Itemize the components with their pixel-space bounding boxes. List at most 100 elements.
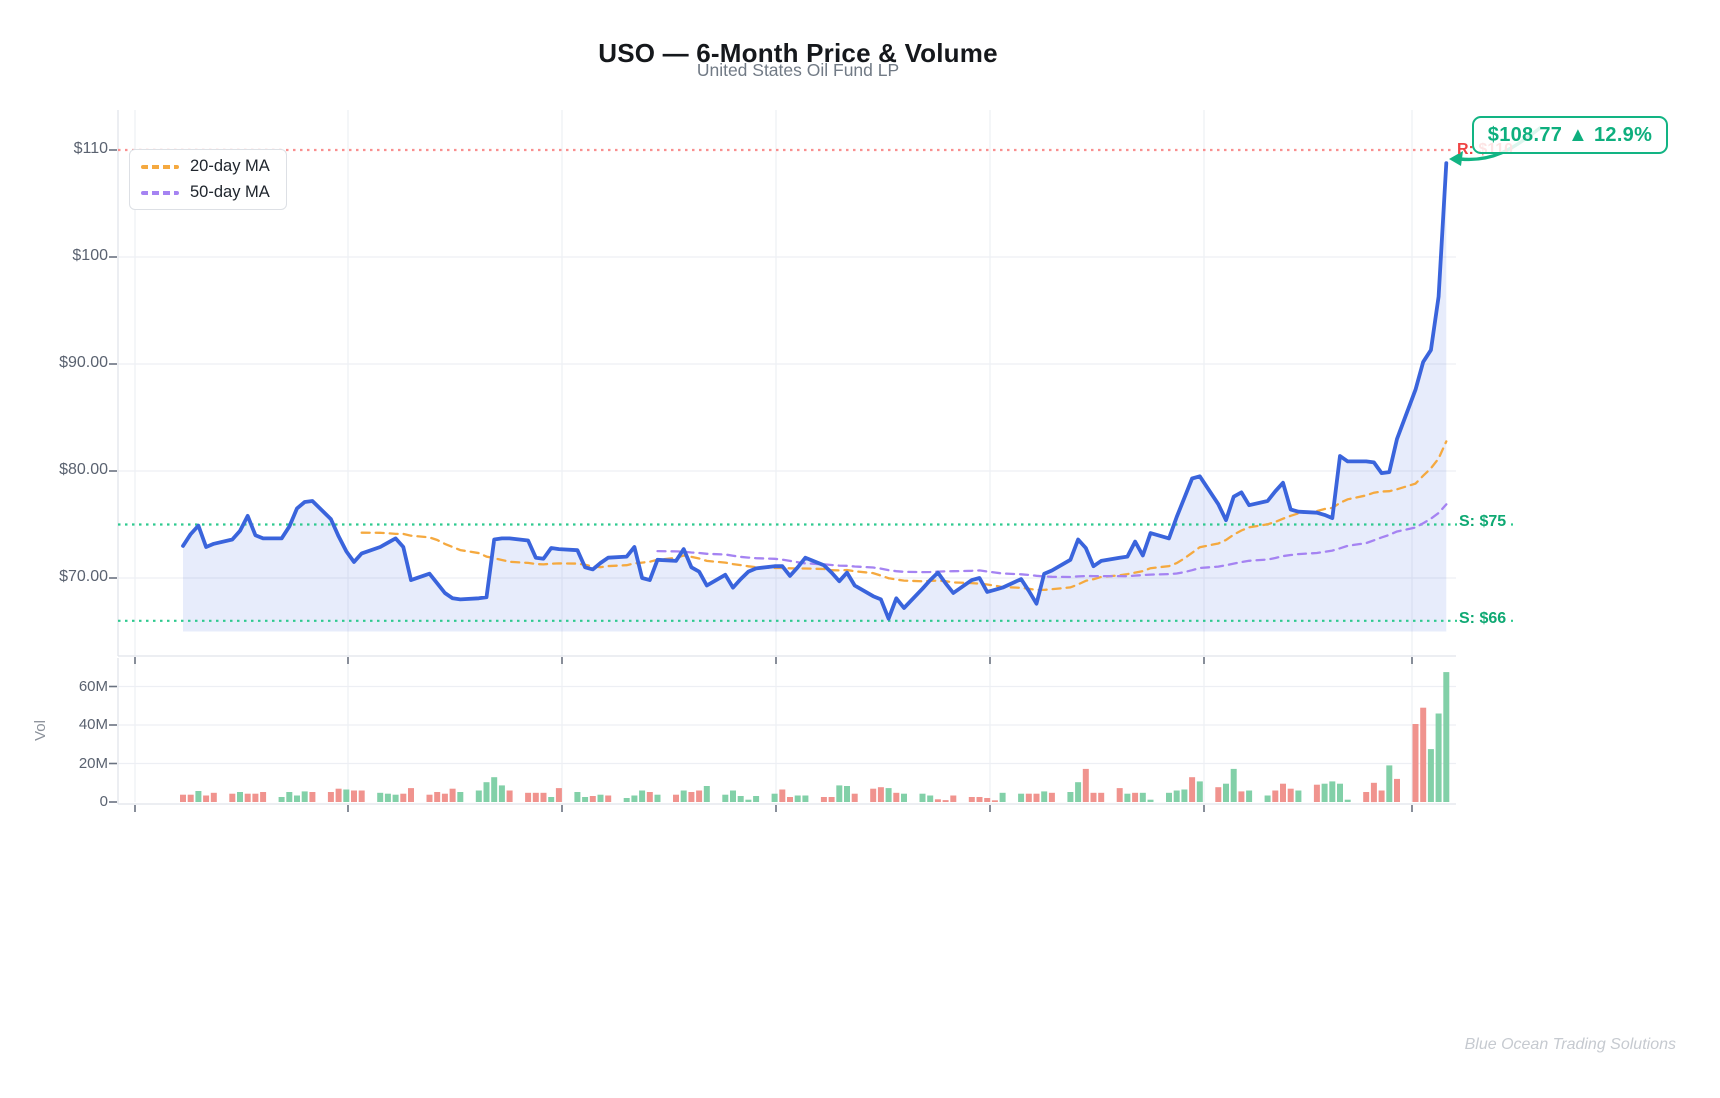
volume-bar bbox=[673, 794, 679, 802]
volume-bar bbox=[244, 793, 251, 802]
volume-bar bbox=[180, 794, 186, 802]
volume-bar bbox=[358, 790, 365, 802]
volume-bar bbox=[309, 792, 316, 802]
volume-bar bbox=[1223, 783, 1229, 802]
volume-bar bbox=[351, 790, 357, 802]
volume-bar bbox=[1189, 777, 1196, 802]
volume-bar bbox=[1370, 782, 1377, 803]
volume-bar bbox=[1075, 782, 1082, 802]
volume-bar bbox=[976, 797, 983, 802]
volume-bar bbox=[574, 792, 581, 802]
volume-bar bbox=[950, 795, 957, 802]
volume-bar bbox=[836, 785, 843, 802]
volume-bar bbox=[1295, 790, 1302, 802]
ma20-dashed-line-swatch bbox=[141, 164, 179, 169]
volume-bar bbox=[1246, 790, 1253, 802]
price-tick-label: $80.00 bbox=[59, 461, 108, 478]
volume-bar bbox=[919, 793, 926, 802]
volume-bar bbox=[934, 799, 941, 802]
volume-bar bbox=[1313, 784, 1320, 802]
volume-bar bbox=[1344, 799, 1351, 802]
volume-bar bbox=[779, 789, 786, 802]
price-tick-label: $100 bbox=[72, 247, 108, 264]
volume-bar bbox=[1394, 778, 1400, 802]
volume-bar bbox=[1386, 765, 1393, 802]
ma50-line bbox=[656, 503, 1448, 579]
volume-bar bbox=[745, 799, 752, 802]
volume-bar bbox=[885, 788, 892, 802]
volume-bar bbox=[475, 790, 482, 802]
volume-bar bbox=[844, 786, 850, 802]
legend-label-ma50: 50-day MA bbox=[190, 183, 270, 201]
volume-bar bbox=[1238, 791, 1245, 802]
volume-bar bbox=[301, 791, 308, 802]
volume-bar bbox=[1443, 672, 1450, 802]
volume-bar bbox=[703, 786, 710, 802]
volume-bar bbox=[1264, 795, 1271, 802]
volume-bar bbox=[1427, 749, 1434, 802]
volume-bar bbox=[548, 797, 555, 802]
volume-bar bbox=[984, 798, 991, 802]
volume-bar bbox=[893, 792, 900, 802]
volume-bar bbox=[195, 791, 202, 802]
volume-bar bbox=[605, 795, 612, 802]
volume-bar bbox=[1337, 783, 1343, 802]
volume-bar bbox=[968, 797, 975, 802]
volume-bar bbox=[1321, 783, 1328, 802]
volume-bar bbox=[1280, 783, 1286, 802]
volume-bar bbox=[828, 797, 835, 802]
volume-bar bbox=[623, 798, 630, 802]
volume-bar bbox=[525, 792, 532, 802]
volume-bar bbox=[1230, 768, 1237, 802]
price-line bbox=[181, 161, 1449, 621]
support-75-label: S: $75 bbox=[1457, 513, 1509, 531]
volume-bar bbox=[260, 792, 267, 802]
volume-bar bbox=[237, 792, 243, 802]
volume-bar bbox=[203, 795, 210, 802]
volume-bar bbox=[1082, 768, 1089, 802]
volume-bar bbox=[1033, 793, 1040, 802]
ma20-line bbox=[360, 440, 1448, 592]
volume-bar bbox=[730, 790, 736, 802]
volume-bar bbox=[1215, 787, 1222, 802]
volume-bar bbox=[787, 797, 793, 802]
last-price-callout: $108.77 ▲ 12.9% bbox=[1472, 116, 1668, 154]
volume-bar bbox=[400, 793, 407, 802]
volume-bar bbox=[688, 792, 695, 802]
volume-bar bbox=[457, 792, 464, 802]
gridlines bbox=[118, 110, 1456, 802]
volume-bar bbox=[1124, 793, 1131, 802]
volume-tick-label: 20M bbox=[78, 754, 108, 772]
volume-bars bbox=[180, 672, 1450, 803]
volume-bar bbox=[343, 789, 350, 802]
volume-bar bbox=[654, 794, 661, 802]
volume-bar bbox=[187, 794, 194, 802]
volume-bar bbox=[631, 795, 638, 802]
volume-bar bbox=[1196, 781, 1203, 802]
volume-bar bbox=[870, 788, 877, 802]
volume-bar bbox=[1098, 792, 1105, 802]
volume-bar bbox=[506, 790, 513, 802]
volume-bar bbox=[1181, 789, 1188, 802]
volume-bar bbox=[1139, 792, 1146, 802]
volume-bar bbox=[441, 793, 448, 802]
volume-bar bbox=[1025, 793, 1032, 802]
volume-bar bbox=[1048, 792, 1055, 802]
legend-label-ma20: 20-day MA bbox=[190, 157, 270, 175]
volume-bar bbox=[1420, 707, 1427, 802]
volume-bar bbox=[753, 796, 760, 802]
volume-bar bbox=[1173, 790, 1180, 802]
volume-bar bbox=[426, 794, 433, 802]
volume-bar bbox=[901, 793, 907, 802]
support-66-label: S: $66 bbox=[1457, 610, 1509, 628]
volume-bar bbox=[1435, 713, 1442, 802]
price-tick-label: $70.00 bbox=[59, 568, 108, 585]
volume-bar bbox=[1067, 792, 1074, 802]
legend-item-ma50: 50-day MA bbox=[141, 183, 286, 202]
volume-bar bbox=[1272, 790, 1279, 802]
volume-bar bbox=[942, 800, 949, 802]
chart-subtitle: United States Oil Fund LP bbox=[696, 60, 900, 80]
volume-bar bbox=[335, 788, 342, 802]
volume-bar bbox=[582, 797, 589, 802]
